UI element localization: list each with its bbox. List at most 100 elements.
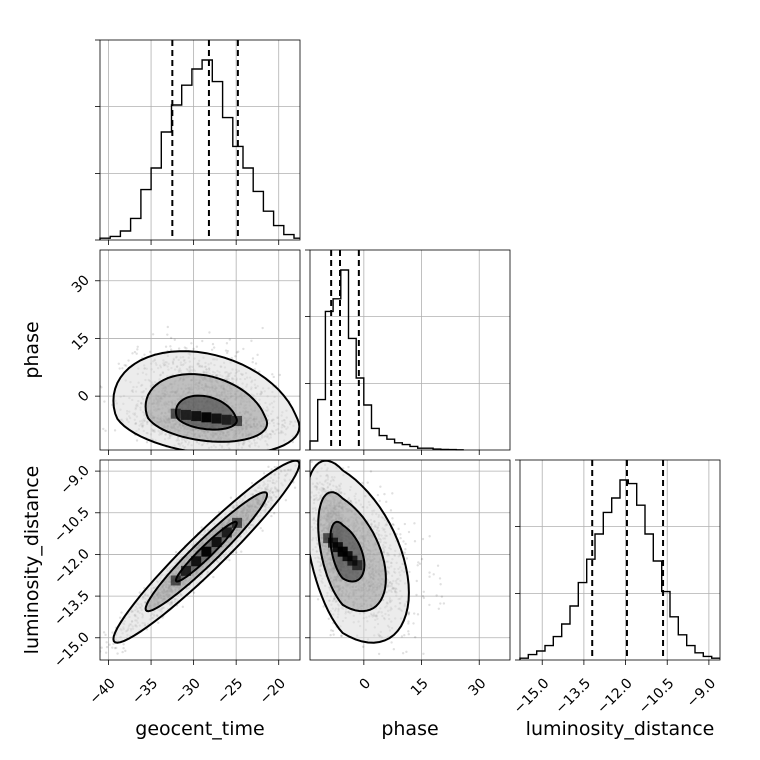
sample-point	[291, 440, 295, 444]
sample-point	[82, 680, 84, 682]
sample-point	[212, 346, 216, 349]
sample-point	[121, 650, 124, 654]
density-cell	[232, 415, 243, 426]
sample-point	[173, 338, 176, 342]
sample-point	[166, 325, 170, 329]
panel-background	[100, 40, 300, 240]
sample-point	[273, 512, 276, 515]
contours-geocent_time-phase	[112, 350, 300, 450]
sample-point	[96, 650, 98, 652]
sample-point	[234, 551, 238, 554]
sample-point	[250, 339, 253, 343]
sample-point	[105, 641, 108, 644]
panel-background	[310, 250, 510, 450]
sample-point	[303, 426, 305, 428]
sample-point	[68, 371, 70, 373]
sample-point	[229, 496, 233, 499]
sample-point	[267, 465, 270, 469]
sample-point	[122, 643, 125, 646]
sample-point	[258, 370, 261, 373]
sample-point	[308, 399, 310, 401]
sample-point	[190, 342, 193, 345]
sample-point	[284, 499, 288, 502]
sample-point	[118, 616, 122, 619]
sample-point	[253, 367, 256, 371]
sample-point	[251, 360, 254, 364]
sample-point	[157, 621, 160, 624]
sample-point	[244, 452, 246, 454]
sample-point	[136, 348, 139, 351]
sample-point	[278, 373, 282, 377]
density-cell	[201, 412, 212, 423]
sample-point	[271, 373, 274, 376]
sample-point	[104, 633, 107, 637]
sample-point	[122, 647, 125, 650]
sample-point	[228, 558, 231, 562]
sample-point	[211, 342, 215, 346]
sample-point	[250, 481, 254, 485]
sample-point	[225, 351, 229, 355]
sample-point	[135, 352, 138, 355]
sample-point	[96, 378, 98, 380]
sample-point	[293, 486, 297, 489]
sample-point	[118, 367, 121, 370]
sample-point	[183, 346, 187, 349]
sample-point	[169, 336, 173, 340]
sample-point	[228, 338, 232, 341]
sample-point	[105, 645, 109, 649]
sample-point	[169, 348, 173, 351]
sample-point	[112, 642, 115, 646]
sample-point	[143, 353, 146, 356]
density-cell	[191, 411, 202, 422]
sample-point	[304, 428, 306, 430]
sample-point	[166, 333, 169, 336]
density-cell	[170, 408, 181, 419]
sample-point	[232, 452, 234, 454]
sample-point	[272, 375, 275, 379]
sample-point	[259, 527, 262, 530]
sample-point	[121, 367, 124, 370]
sample-point	[177, 347, 181, 350]
sample-point	[111, 631, 114, 634]
sample-point	[212, 575, 215, 579]
sample-point	[164, 345, 168, 348]
sample-point	[127, 359, 130, 362]
sample-point	[200, 526, 203, 529]
sample-point	[131, 352, 134, 355]
sample-point	[300, 439, 302, 441]
sample-point	[303, 404, 305, 406]
sample-point	[306, 451, 308, 453]
sample-point	[292, 481, 295, 484]
sample-point	[249, 453, 251, 455]
sample-point	[201, 339, 204, 343]
sample-point	[185, 347, 188, 350]
sample-point	[148, 350, 152, 354]
sample-point	[256, 353, 259, 357]
sample-point	[116, 652, 119, 655]
sample-point	[104, 651, 108, 654]
sample-point	[208, 331, 211, 334]
density-cell	[180, 409, 191, 420]
sample-point	[234, 355, 237, 358]
sample-point	[230, 356, 233, 360]
sample-point	[111, 646, 114, 649]
sample-point	[225, 342, 229, 345]
sample-point	[235, 351, 239, 354]
sample-point	[261, 529, 264, 532]
sample-point	[113, 429, 117, 432]
sample-point	[145, 441, 149, 444]
density-cell	[221, 414, 232, 425]
sample-point	[136, 345, 139, 348]
sample-point	[210, 348, 214, 352]
sample-point	[96, 432, 98, 434]
sample-point	[226, 349, 230, 353]
sample-point	[192, 347, 195, 351]
sample-point	[124, 364, 128, 367]
sample-point	[273, 465, 276, 469]
sample-point	[102, 631, 106, 634]
sample-point	[192, 591, 196, 594]
sample-point	[120, 611, 123, 614]
sample-point	[102, 427, 105, 431]
sample-point	[261, 326, 264, 330]
sample-point	[151, 333, 155, 336]
